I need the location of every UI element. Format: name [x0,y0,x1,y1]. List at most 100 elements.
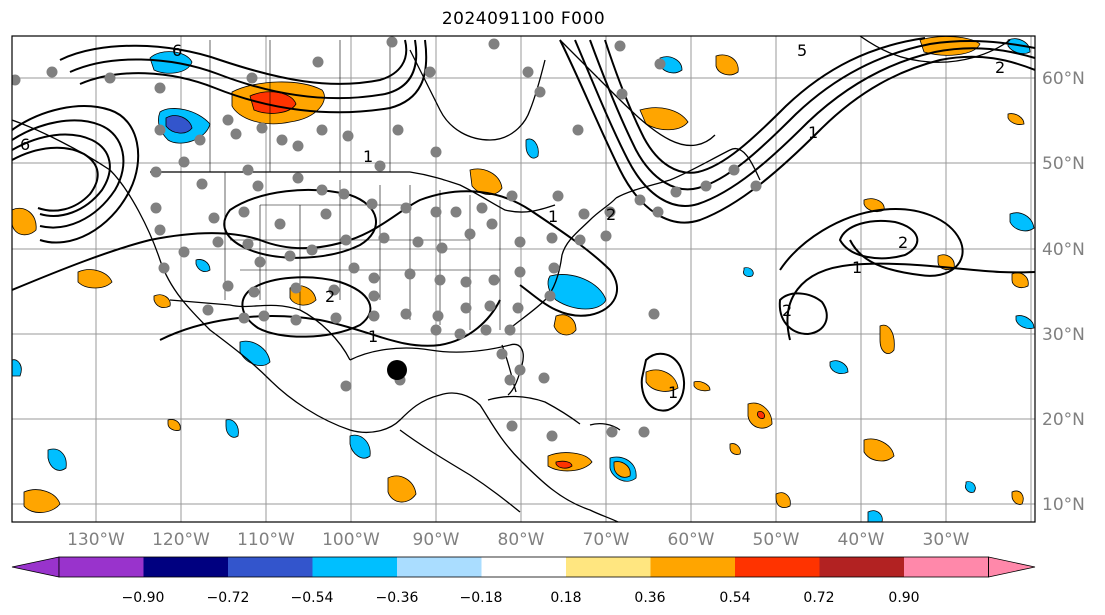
colorbar-segment [904,557,989,577]
station-dot [506,420,518,432]
anomaly-negative [965,481,976,493]
anomaly-strong-negative [165,115,193,134]
contour-line [778,292,828,336]
station-dot [338,188,350,200]
station-dot [368,290,380,302]
contour-label: 5 [797,41,807,60]
lon-label: 100°W [322,530,380,550]
station-dot [178,156,190,168]
colorbar-tick-label: −0.36 [376,590,419,606]
station-dot [430,324,442,336]
map-frame [11,35,1036,523]
station-dot [248,286,260,298]
station-dot [460,276,472,288]
anomaly-negative [1015,315,1035,329]
contour-label: 1 [668,383,678,402]
contour-label-group: 6 6 5 1 1 2 1 2 1 2 2 1 1 2 [20,41,1005,402]
anomaly-negative [12,359,22,377]
colorbar-tick-labels: −0.90 −0.72 −0.54 −0.36 −0.18 0.18 0.36 … [122,590,920,606]
station-dot [604,206,616,218]
contour-line [12,105,140,244]
anomaly-positive [1007,113,1025,125]
contour-label: 2 [325,287,335,306]
station-dot [606,426,618,438]
contour-line [12,133,111,217]
lat-label: 10°N [1042,495,1085,515]
contour-label: 2 [606,205,616,224]
lat-label: 60°N [1042,69,1085,89]
station-dot [578,208,590,220]
contour-label: 2 [898,233,908,252]
station-dot [290,282,302,294]
station-dot [504,374,516,386]
contour-line [640,352,685,412]
station-dot [538,372,550,384]
contour-line [69,39,418,100]
station-dot [276,134,288,146]
station-dot [154,82,166,94]
lon-label: 120°W [152,530,210,550]
station-dot [46,66,58,78]
anomaly-positive [387,475,417,503]
east-coast [507,197,617,331]
colorbar-segment [59,557,144,577]
contour-line [779,208,964,277]
station-dot [546,232,558,244]
lat-label: 40°N [1042,240,1085,260]
colorbar-segment [566,557,651,577]
central-america-coast [399,429,521,513]
station-dot [750,180,762,192]
station-dot [514,364,526,376]
colorbar-segment [312,557,397,577]
station-dot [400,308,412,320]
anomaly-positive [639,107,689,131]
anomaly-positive [613,461,631,478]
station-dot [728,164,740,176]
station-dot [154,224,166,236]
station-dot [654,58,666,70]
station-dot [330,312,342,324]
contour-label: 2 [782,301,792,320]
lon-label: 60°W [668,530,715,550]
lon-label: 70°W [583,530,630,550]
contour-line [838,219,919,260]
contour-line [241,276,372,338]
colorbar-outline [58,556,989,578]
station-dot [320,208,332,220]
contour-line [59,39,408,85]
station-dot [432,310,444,322]
station-dot [572,124,584,136]
anomaly-positive [645,369,679,392]
anomaly-positive [167,419,181,431]
colorbar-tick-label: −0.54 [291,590,334,606]
station-dot [514,266,526,278]
station-dot [284,250,296,262]
station-dot [150,166,162,178]
colorbar-max-extension [988,556,1036,578]
colorbar-tick-label: −0.72 [207,590,250,606]
station-dot [454,328,466,340]
station-dot [222,114,234,126]
station-dot [368,310,380,322]
contour-line [12,119,125,229]
anomaly-positive [153,294,171,308]
anomaly-negative [195,259,211,272]
lon-label: 50°W [753,530,800,550]
station-dot [504,324,516,336]
colorbar-segment [735,557,820,577]
station-dot [154,124,166,136]
station-dot [340,234,352,246]
station-dot [450,206,462,218]
station-dot [412,236,424,248]
station-dot [222,280,234,292]
contours [12,37,1035,412]
contour-line [574,39,1035,207]
contour-label: 1 [368,327,378,346]
station-dot [374,160,386,172]
station-dot [552,190,564,202]
station-dot [670,186,682,198]
station-dot [212,236,224,248]
station-dot [476,202,488,214]
contour-line [223,189,377,259]
hudson-bay-coast [409,49,546,141]
